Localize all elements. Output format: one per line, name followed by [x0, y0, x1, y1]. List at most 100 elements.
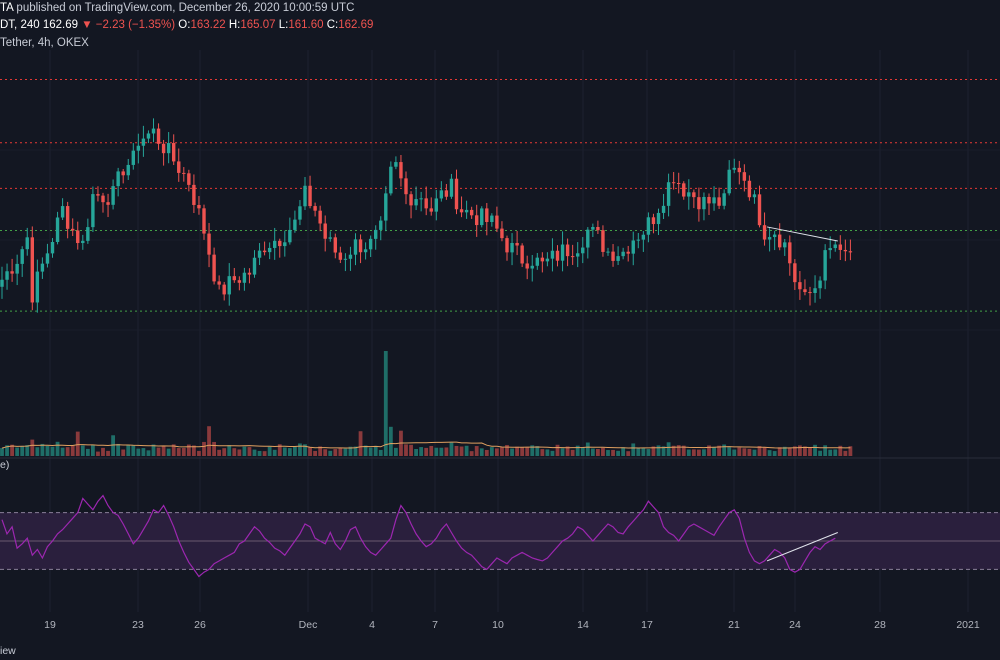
close-value: 162.69: [338, 19, 374, 31]
candle: [247, 272, 252, 275]
volume-bar: [540, 449, 545, 456]
volume-bar: [742, 448, 747, 456]
candle: [656, 212, 661, 225]
volume-bar: [505, 445, 509, 456]
candle: [793, 263, 797, 283]
volume-bar: [444, 447, 449, 456]
candle: [30, 237, 34, 303]
volume-bar: [454, 445, 459, 456]
volume-bar: [439, 447, 444, 456]
volume-bar: [823, 445, 828, 456]
candle: [434, 198, 438, 212]
candle: [131, 150, 135, 165]
candle: [288, 229, 292, 243]
volume-bar: [449, 442, 454, 456]
volume-bar: [530, 445, 535, 456]
candle: [480, 208, 484, 226]
volume-bar: [277, 444, 282, 456]
candle: [399, 162, 403, 179]
candle: [328, 237, 332, 239]
volume-bar: [848, 446, 853, 456]
low-value: 161.60: [288, 19, 324, 31]
volume-bar: [75, 431, 80, 456]
volume-bar: [60, 447, 65, 456]
volume-bar: [267, 446, 272, 456]
volume-bar: [661, 446, 666, 456]
volume-bar: [510, 448, 514, 456]
candle: [308, 185, 312, 207]
volume-bar: [116, 443, 121, 456]
candle: [81, 240, 85, 244]
candle: [197, 204, 201, 209]
volume-bar: [55, 441, 60, 456]
volume-bar: [85, 448, 90, 456]
volume-bar: [404, 444, 408, 456]
volume-bar: [181, 447, 186, 456]
candle: [333, 237, 337, 253]
candle: [666, 182, 671, 206]
volume-bar: [813, 444, 817, 456]
candle: [843, 249, 848, 252]
candle: [717, 197, 721, 206]
volume-bar: [828, 449, 833, 456]
candle: [540, 257, 545, 262]
candle: [0, 279, 4, 287]
footer-text: iew: [0, 645, 16, 657]
volume-bar: [313, 450, 317, 456]
volume-bar: [535, 446, 540, 456]
candle: [490, 215, 494, 223]
volume-bar: [833, 449, 838, 456]
candle: [60, 206, 65, 218]
candle: [363, 249, 368, 253]
candle: [10, 271, 14, 274]
volume-bar: [429, 445, 434, 456]
candle: [636, 239, 640, 241]
volume-bar: [464, 445, 469, 456]
price-change: ▼ −2.23 (−1.35%): [81, 19, 176, 31]
candle: [500, 228, 504, 239]
volume-bar: [202, 441, 206, 456]
candle: [237, 280, 242, 283]
candle: [565, 244, 570, 257]
volume-bar: [606, 450, 610, 456]
candle: [182, 172, 186, 174]
volume-bar: [792, 446, 797, 456]
candle: [767, 237, 772, 240]
volume-bar: [489, 447, 494, 456]
volume-bar: [495, 448, 499, 456]
volume-bar: [596, 449, 600, 456]
candle: [545, 258, 550, 262]
volume-bar: [560, 448, 565, 456]
volume-bar: [358, 431, 363, 456]
candle: [257, 250, 262, 258]
volume-bar: [222, 448, 227, 456]
volume-bar: [611, 449, 615, 456]
candle: [641, 234, 646, 240]
volume-bar: [651, 446, 656, 456]
volume-bar: [414, 448, 418, 456]
candle: [823, 250, 827, 281]
candle: [783, 242, 787, 248]
candle: [25, 237, 29, 250]
volume-bar: [575, 445, 580, 456]
x-tick-label: 23: [132, 619, 144, 631]
volume-bar: [818, 450, 822, 456]
high-value: 165.07: [240, 19, 276, 31]
candle: [818, 280, 822, 289]
candle: [65, 206, 70, 229]
volume-bar: [585, 442, 590, 456]
candle: [278, 240, 282, 247]
candle: [626, 251, 630, 254]
volume-bar: [388, 426, 393, 456]
volume-bar: [368, 447, 373, 456]
candle: [798, 282, 802, 290]
chart-header-line2: DT, 240 162.69 ▼ −2.23 (−1.35%) O:163.22…: [0, 19, 373, 31]
candle: [374, 229, 378, 239]
candle: [384, 193, 388, 221]
candle: [50, 241, 55, 254]
volume-bar: [601, 447, 605, 456]
volume-bar: [308, 447, 312, 456]
candle: [752, 194, 757, 198]
x-tick-label: 21: [728, 619, 740, 631]
